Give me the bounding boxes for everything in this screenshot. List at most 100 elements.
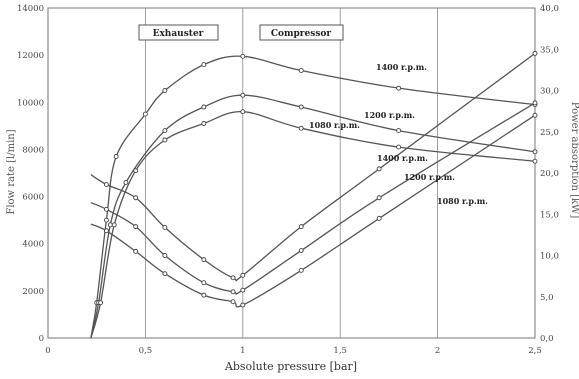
series-label-flow-1080: 1080 r.p.m.	[309, 120, 360, 130]
data-point	[103, 217, 109, 223]
data-point	[298, 104, 304, 110]
grid-lines	[144, 8, 439, 338]
data-point	[298, 248, 304, 254]
data-point	[240, 302, 246, 308]
data-point	[240, 53, 246, 59]
data-point	[376, 195, 382, 201]
data-point	[162, 137, 168, 143]
data-point	[162, 224, 168, 230]
y-left-tick-label: 12000	[17, 51, 44, 61]
plot-frame	[47, 7, 536, 339]
data-point	[113, 154, 119, 159]
data-point	[201, 104, 207, 110]
series-left-1	[90, 92, 538, 339]
data-point	[298, 224, 304, 230]
y-left-tick-label: 14000	[17, 4, 44, 14]
x-tick-label: 0,5	[139, 346, 153, 356]
data-point	[201, 292, 207, 298]
series-line	[90, 52, 536, 282]
data-point	[240, 287, 246, 293]
data-point	[201, 121, 207, 126]
data-point	[230, 299, 236, 305]
y-left-tick-label: 2000	[22, 287, 44, 297]
series-layer	[90, 50, 538, 339]
data-point	[396, 144, 402, 150]
series-line	[90, 111, 536, 339]
y-right-axis-label: Power absorption [kW]	[569, 102, 579, 219]
y-right-tick-label: 10,0	[540, 252, 559, 262]
y-right-tick-label: 35,0	[540, 45, 559, 55]
x-tick-labels: 0 0,5 1 1,5 2 2,5	[45, 346, 541, 356]
compressor-label-box: Compressor	[259, 24, 344, 41]
y-right-tick-labels: 0,0 5,0 10,0 15,0 20,0 25,0 30,0 35,0 40,0	[540, 4, 559, 344]
data-point	[298, 125, 304, 131]
data-point	[111, 222, 117, 228]
data-point	[133, 248, 139, 254]
data-point	[532, 158, 538, 164]
data-point	[396, 128, 402, 134]
data-point	[240, 272, 246, 278]
data-point	[376, 215, 382, 221]
series-right-3	[90, 50, 538, 282]
data-point	[103, 228, 109, 234]
series-left-2	[90, 109, 538, 339]
data-point	[162, 128, 168, 134]
data-point	[240, 109, 246, 115]
x-tick-label: 0	[45, 346, 50, 356]
exhauster-label: Exhauster	[153, 29, 204, 39]
x-tick-label: 2,5	[528, 346, 542, 356]
data-point	[133, 168, 139, 174]
data-point	[133, 195, 139, 201]
series-label-power-1200: 1200 r.p.m.	[404, 172, 455, 182]
data-point	[396, 85, 402, 91]
series-label-power-1400: 1400 r.p.m.	[377, 153, 428, 163]
data-point	[162, 271, 168, 277]
data-point	[230, 289, 236, 295]
data-point	[201, 280, 207, 286]
data-point	[532, 149, 538, 155]
data-point	[103, 206, 109, 212]
x-tick-label: 2	[435, 346, 440, 356]
y-right-tick-label: 5,0	[540, 293, 554, 303]
compressor-label: Compressor	[271, 29, 332, 39]
data-point	[230, 275, 236, 281]
data-point	[298, 68, 304, 73]
data-point	[107, 222, 113, 228]
x-axis-label: Absolute pressure [bar]	[224, 360, 357, 373]
y-left-axis-label: Flow rate [l/min]	[6, 129, 17, 214]
y-right-tick-label: 30,0	[540, 87, 559, 97]
data-point	[201, 257, 207, 263]
x-tick-label: 1,5	[333, 346, 347, 356]
x-tick-label: 1	[240, 346, 245, 356]
y-right-tick-label: 20,0	[540, 169, 559, 179]
series-label-power-1080: 1080 r.p.m.	[437, 196, 488, 206]
data-point	[201, 62, 207, 68]
data-point	[532, 100, 538, 106]
series-line	[90, 55, 536, 339]
y-right-tick-label: 15,0	[540, 210, 559, 220]
data-point	[240, 92, 246, 98]
data-point	[376, 166, 382, 172]
y-left-tick-label: 6000	[22, 193, 44, 203]
y-left-tick-label: 4000	[22, 240, 44, 250]
series-line	[90, 114, 536, 308]
series-label-flow-1200: 1200 r.p.m.	[364, 110, 415, 120]
data-point	[103, 182, 109, 188]
exhauster-label-box: Exhauster	[138, 24, 219, 41]
data-point	[298, 267, 304, 273]
y-left-tick-label: 10000	[17, 98, 44, 108]
data-point	[98, 300, 104, 306]
y-right-tick-label: 25,0	[540, 128, 559, 138]
series-right-5	[90, 112, 538, 308]
series-right-4	[90, 100, 538, 295]
data-point	[532, 112, 538, 118]
data-point	[123, 179, 129, 185]
data-point	[162, 253, 168, 258]
data-point	[142, 111, 148, 117]
series-line	[90, 94, 536, 339]
series-label-flow-1400: 1400 r.p.m.	[376, 62, 427, 72]
y-right-tick-label: 0,0	[540, 334, 554, 344]
y-right-tick-label: 40,0	[540, 4, 559, 14]
